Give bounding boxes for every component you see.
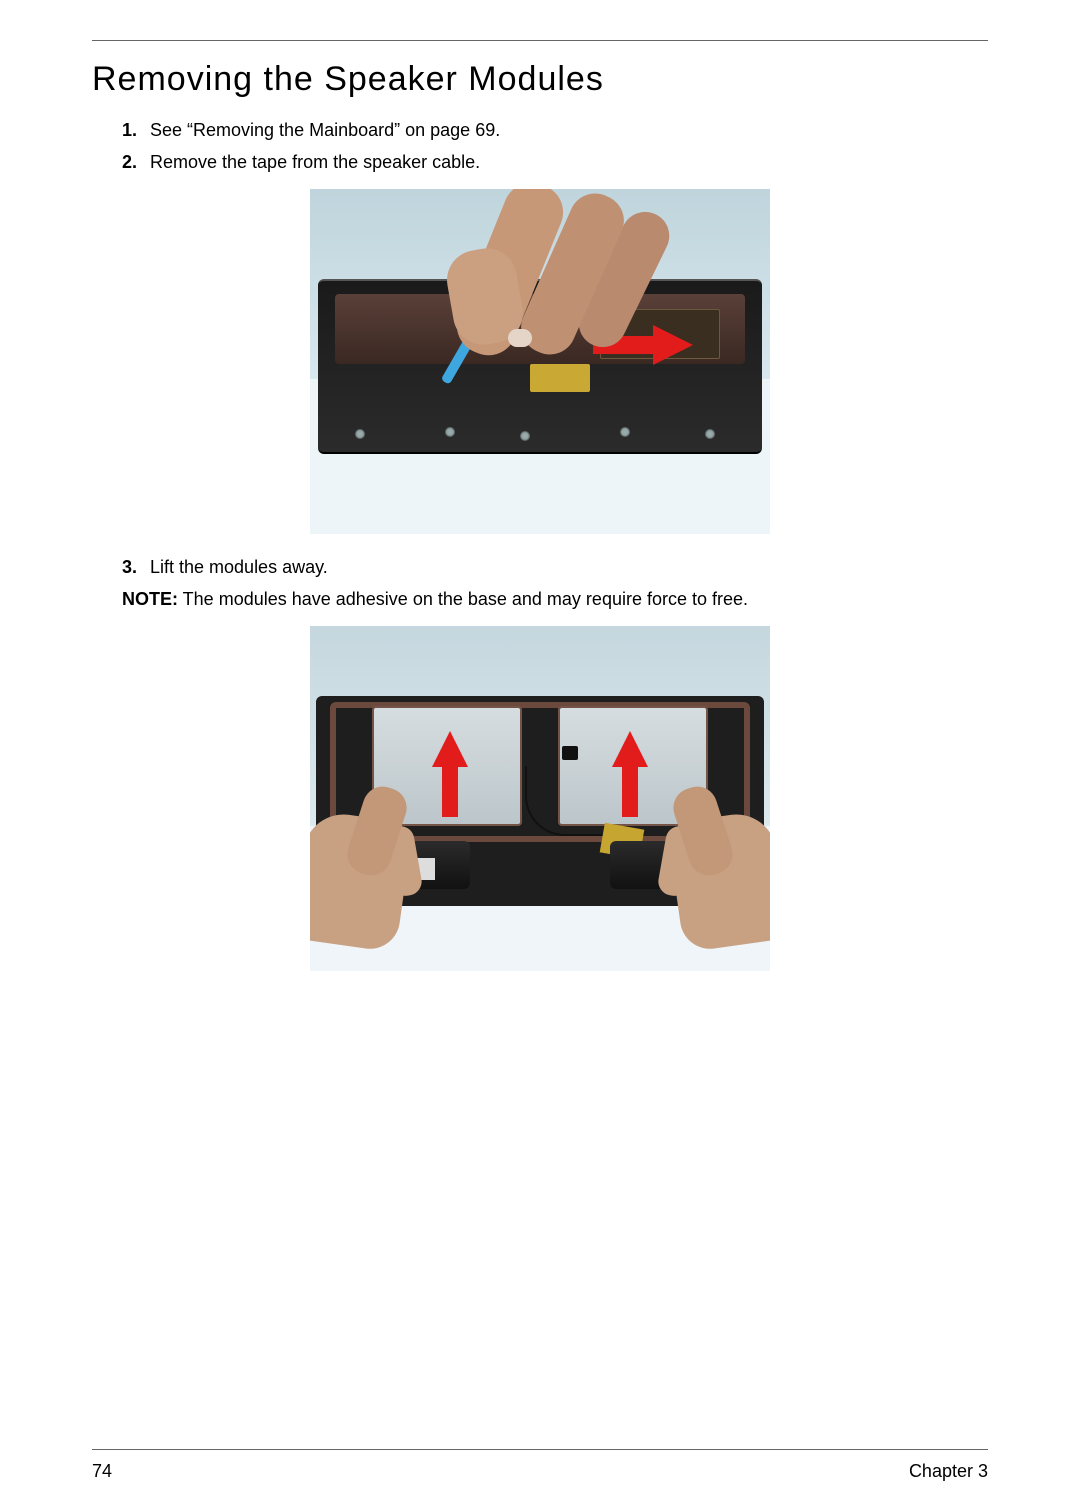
step-3-text: Lift the modules away. [150,554,328,582]
fig1-screw-hole [620,427,630,437]
section-title: Removing the Speaker Modules [92,60,988,99]
step-list-cont: 3. Lift the modules away. [122,554,988,582]
step-2-text: Remove the tape from the speaker cable. [150,149,480,177]
fig2-cable-connector [562,746,578,760]
fig2-arrow-up-right [612,731,648,817]
fig1-screw-hole [520,431,530,441]
figure-1 [92,189,988,534]
fig1-tape [530,364,590,392]
fig1-screw-hole [445,427,455,437]
step-2: 2. Remove the tape from the speaker cabl… [122,149,988,177]
fig1-screw-hole [355,429,365,439]
figure-2-image [310,626,770,971]
content-area: Removing the Speaker Modules 1. See “Rem… [92,60,988,991]
header-rule [92,40,988,41]
figure-2 [92,626,988,971]
step-1: 1. See “Removing the Mainboard” on page … [122,117,988,145]
step-1-number: 1. [122,117,150,145]
page-footer: 74 Chapter 3 [92,1461,988,1482]
fig2-arrow-up-left [432,731,468,817]
note-label: NOTE: [122,589,178,609]
arrow-shaft [622,765,638,817]
nail [508,329,532,347]
step-3: 3. Lift the modules away. [122,554,988,582]
page-number: 74 [92,1461,112,1482]
footer-rule [92,1449,988,1450]
step-2-number: 2. [122,149,150,177]
step-3-number: 3. [122,554,150,582]
fig1-screw-hole [705,429,715,439]
fig2-hand-right [660,786,770,971]
arrow-shaft [442,765,458,817]
note-text: The modules have adhesive on the base an… [178,589,748,609]
arrow-head-icon [612,731,648,767]
arrow-head-icon [432,731,468,767]
step-list: 1. See “Removing the Mainboard” on page … [122,117,988,177]
fig2-hand-left [310,786,420,971]
note-block: NOTE: The modules have adhesive on the b… [122,586,988,614]
chapter-label: Chapter 3 [909,1461,988,1482]
fig2-speaker-cable [525,766,615,836]
fig1-hand [450,189,680,349]
figure-1-image [310,189,770,534]
step-1-text: See “Removing the Mainboard” on page 69. [150,117,500,145]
page: Removing the Speaker Modules 1. See “Rem… [0,0,1080,1512]
